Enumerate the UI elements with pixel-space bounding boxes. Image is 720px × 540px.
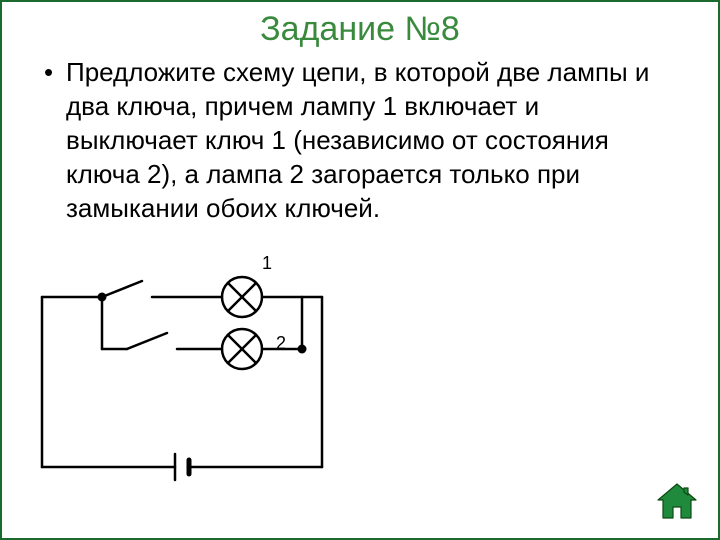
home-button[interactable]	[654, 478, 700, 524]
circuit-diagram: 1 2	[32, 267, 342, 487]
home-icon	[654, 478, 700, 524]
slide-title: Задание №8	[2, 2, 718, 55]
lamp-2-label: 2	[276, 333, 286, 354]
body-text-block: • Предложите схему цепи, в которой две л…	[2, 55, 718, 225]
body-text: Предложите схему цепи, в которой две лам…	[66, 55, 678, 225]
lamp-1-label: 1	[262, 253, 272, 274]
circuit-svg	[32, 267, 342, 487]
bullet-glyph: •	[42, 55, 66, 89]
